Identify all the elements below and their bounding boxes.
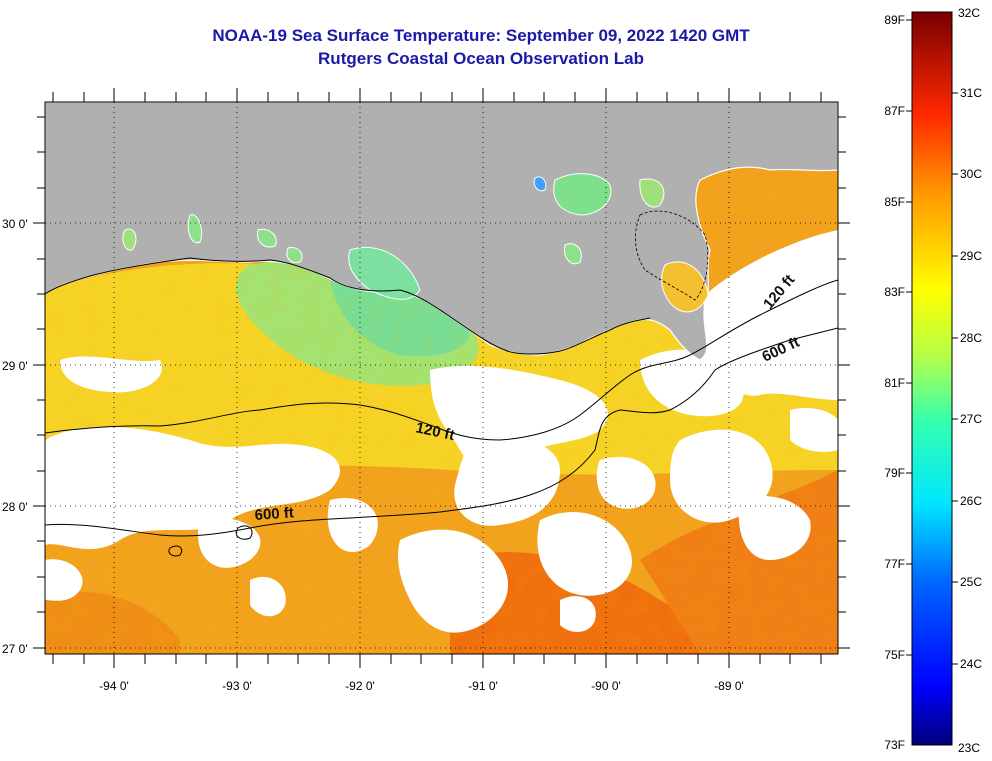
map-subtitle: Rutgers Coastal Ocean Observation Lab xyxy=(318,49,644,68)
colorbar-c-label: 25C xyxy=(960,575,982,589)
colorbar-ticks xyxy=(906,19,958,665)
lon-label: -94 0' xyxy=(99,679,129,693)
colorbar-c-label: 23C xyxy=(958,741,980,755)
graticule xyxy=(45,102,838,654)
delta-marsh xyxy=(635,210,709,301)
colorbar-f-label: 87F xyxy=(884,104,905,118)
lat-label: 27 0' xyxy=(2,642,28,656)
lat-labels: 30 0' 29 0' 28 0' 27 0' xyxy=(2,217,28,656)
contour-600ft-line xyxy=(45,327,838,537)
colorbar-gradient xyxy=(911,11,953,746)
colorbar-c-label: 26C xyxy=(960,494,982,508)
colorbar-c-label: 32C xyxy=(958,6,980,20)
map-title: NOAA-19 Sea Surface Temperature: Septemb… xyxy=(212,26,750,45)
lon-label: -93 0' xyxy=(222,679,252,693)
colorbar-f-label: 85F xyxy=(884,195,905,209)
cloud-cover xyxy=(45,230,838,633)
frame-ticks xyxy=(33,88,850,668)
colorbar-f-label: 75F xyxy=(884,648,905,662)
colorbar: 89F 87F 85F 83F 81F 79F 77F 75F 73F 32C … xyxy=(884,6,982,755)
lat-label: 30 0' xyxy=(2,217,28,231)
map-area xyxy=(45,102,838,654)
lat-label: 29 0' xyxy=(2,359,28,373)
lon-label: -91 0' xyxy=(468,679,498,693)
contour-label-600ft-west: 600 ft xyxy=(254,504,294,524)
lon-labels: -94 0' -93 0' -92 0' -91 0' -90 0' -89 0… xyxy=(99,679,744,693)
colorbar-f-label: 73F xyxy=(884,738,905,752)
colorbar-f-label: 83F xyxy=(884,285,905,299)
lon-label: -89 0' xyxy=(714,679,744,693)
colorbar-c-label: 30C xyxy=(960,167,982,181)
map-frame xyxy=(44,101,839,655)
colorbar-c-label: 29C xyxy=(960,249,982,263)
inland-water xyxy=(122,173,709,313)
colorbar-f-label: 77F xyxy=(884,557,905,571)
colorbar-c-label: 24C xyxy=(960,657,982,671)
colorbar-c-label: 28C xyxy=(960,331,982,345)
lon-label: -92 0' xyxy=(345,679,375,693)
lat-label: 28 0' xyxy=(2,500,28,514)
contour-120ft-line xyxy=(45,279,838,441)
colorbar-f-label: 79F xyxy=(884,466,905,480)
lon-label: -90 0' xyxy=(591,679,621,693)
coastline xyxy=(45,257,651,355)
colorbar-c-label: 27C xyxy=(960,412,982,426)
colorbar-c-label: 31C xyxy=(960,86,982,100)
colorbar-f-label: 89F xyxy=(884,13,905,27)
colorbar-f-label: 81F xyxy=(884,376,905,390)
depth-contours xyxy=(45,279,838,557)
